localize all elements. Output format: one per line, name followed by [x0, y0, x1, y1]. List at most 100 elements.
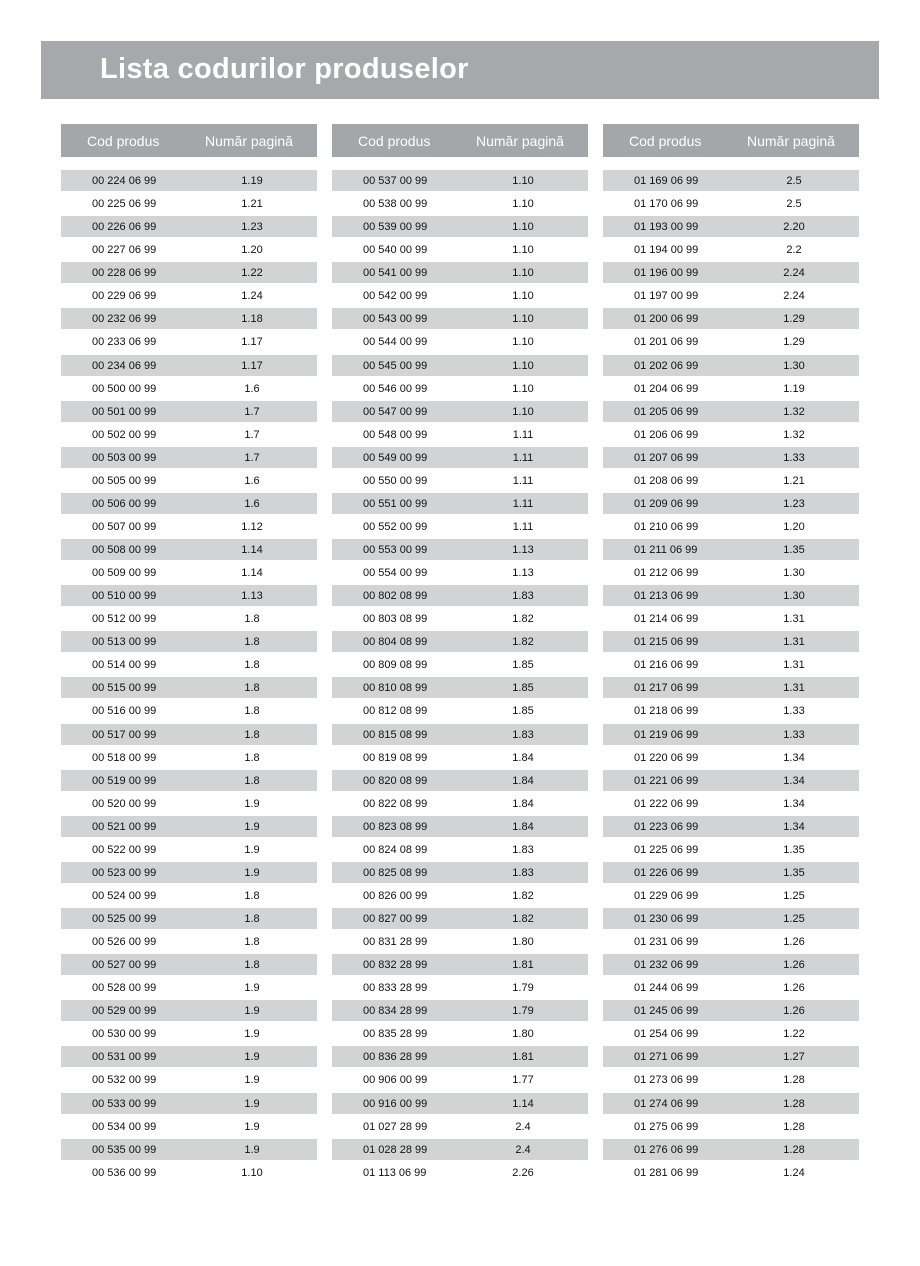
table-row: 00 536 00 99 1.10 — [61, 1162, 317, 1185]
page-number: 2.4 — [515, 1120, 531, 1133]
table-row: 01 230 06 99 1.25 — [603, 908, 859, 931]
product-code: 00 518 00 99 — [92, 751, 157, 764]
table-row: 00 530 00 99 1.9 — [61, 1023, 317, 1046]
page-number: 1.8 — [244, 936, 260, 949]
table-row: 01 219 06 99 1.33 — [603, 723, 859, 747]
page-number: 1.14 — [512, 1097, 534, 1110]
table-row: 00 834 28 99 1.79 — [332, 1000, 588, 1023]
table-row: 00 539 00 99 1.10 — [332, 216, 588, 239]
page-number: 1.25 — [783, 913, 805, 925]
page-number: 1.10 — [512, 175, 534, 187]
product-code: 00 537 00 99 — [363, 175, 428, 187]
page-number: 1.9 — [244, 797, 260, 810]
page-number: 1.8 — [244, 705, 260, 718]
table-row: 01 201 06 99 1.29 — [603, 331, 859, 354]
product-code: 00 809 08 99 — [363, 659, 428, 672]
product-code: 01 197 00 99 — [634, 290, 699, 303]
header-code: Cod produs — [87, 133, 160, 149]
table-group-3: Cod produs Număr pagină 01 169 06 99 2.5 01 … — [603, 124, 859, 1185]
product-code: 00 546 00 99 — [363, 382, 428, 395]
table-row: 01 193 00 99 2.20 — [603, 216, 859, 239]
product-code: 01 207 06 99 — [634, 451, 699, 464]
table-row: 01 221 06 99 1.34 — [603, 769, 859, 793]
table-row: 01 222 06 99 1.34 — [603, 793, 859, 816]
page-number: 1.8 — [244, 682, 260, 695]
product-code: 00 822 08 99 — [363, 797, 428, 810]
product-code: 01 271 06 99 — [634, 1051, 699, 1064]
page-number: 1.11 — [512, 428, 534, 441]
page-number: 1.26 — [783, 1005, 805, 1018]
product-code: 00 832 28 99 — [363, 959, 428, 972]
table-row: 00 533 00 99 1.9 — [61, 1092, 317, 1116]
product-code: 00 533 00 99 — [92, 1097, 157, 1110]
product-code: 01 202 06 99 — [634, 359, 699, 372]
page-number: 1.22 — [783, 1028, 805, 1041]
page-number: 1.83 — [512, 866, 534, 879]
product-code: 00 538 00 99 — [363, 198, 428, 211]
product-code: 01 170 06 99 — [634, 198, 699, 211]
table-row: 01 216 06 99 1.31 — [603, 654, 859, 677]
product-code: 01 113 06 99 — [363, 1166, 427, 1179]
product-code: 00 803 08 99 — [363, 613, 428, 626]
page-number: 1.35 — [783, 866, 805, 879]
table-row: 00 820 08 99 1.84 — [332, 769, 588, 793]
page-number: 1.7 — [244, 428, 260, 441]
table-row: 01 028 28 99 2.4 — [332, 1138, 588, 1162]
table-row: 00 810 08 99 1.85 — [332, 677, 588, 700]
table-row: 01 231 06 99 1.26 — [603, 931, 859, 954]
page-number: 1.9 — [244, 1097, 260, 1110]
table-row: 00 537 00 99 1.10 — [332, 170, 588, 193]
product-code: 01 281 06 99 — [634, 1166, 699, 1179]
page-number: 1.80 — [512, 936, 534, 949]
table-row: 00 542 00 99 1.10 — [332, 285, 588, 308]
page-number: 1.8 — [244, 659, 260, 672]
page-number: 1.6 — [244, 474, 260, 487]
product-code: 01 274 06 99 — [634, 1097, 699, 1110]
product-code: 00 531 00 99 — [92, 1051, 157, 1064]
table-row: 01 254 06 99 1.22 — [603, 1023, 859, 1046]
page-number: 2.20 — [783, 221, 805, 234]
table-row: 01 170 06 99 2.5 — [603, 193, 859, 216]
table-row: 00 540 00 99 1.10 — [332, 239, 588, 262]
page-number: 1.13 — [241, 590, 263, 603]
page-number: 1.8 — [244, 613, 260, 626]
product-code: 01 204 06 99 — [634, 382, 699, 395]
table-row: 01 275 06 99 1.28 — [603, 1116, 859, 1139]
product-code: 00 521 00 99 — [92, 820, 157, 833]
table-row: 00 524 00 99 1.8 — [61, 885, 317, 908]
table-row: 01 208 06 99 1.21 — [603, 470, 859, 493]
product-code: 01 254 06 99 — [634, 1028, 699, 1041]
product-code: 00 815 08 99 — [363, 728, 428, 741]
page-number: 1.17 — [241, 359, 263, 372]
product-code: 00 916 00 99 — [363, 1097, 428, 1110]
product-code: 00 534 00 99 — [92, 1120, 157, 1133]
product-code: 00 225 06 99 — [92, 198, 157, 211]
table-row: 00 547 00 99 1.10 — [332, 400, 588, 424]
product-code: 00 502 00 99 — [92, 428, 157, 441]
product-code: 00 906 00 99 — [363, 1074, 428, 1087]
page-number: 1.85 — [512, 705, 534, 718]
product-code: 00 554 00 99 — [363, 567, 428, 580]
table-row: 00 802 08 99 1.83 — [332, 585, 588, 608]
product-code: 01 206 06 99 — [634, 428, 699, 441]
page-number: 1.11 — [512, 497, 534, 510]
product-code: 00 541 00 99 — [363, 267, 428, 280]
page-number: 1.82 — [512, 913, 534, 925]
page-number: 1.31 — [783, 682, 805, 695]
page-number: 1.77 — [512, 1074, 534, 1087]
page-number: 1.9 — [244, 1143, 260, 1156]
page-number: 1.84 — [512, 820, 534, 833]
page-title: Lista codurilor produselor — [100, 53, 469, 85]
product-code: 00 530 00 99 — [92, 1028, 157, 1041]
table-row: 00 823 08 99 1.84 — [332, 815, 588, 839]
table-row: 01 276 06 99 1.28 — [603, 1138, 859, 1162]
table-row: 00 833 28 99 1.79 — [332, 977, 588, 1000]
page-number: 1.13 — [512, 567, 534, 580]
product-code: 00 501 00 99 — [92, 405, 157, 418]
table-row: 01 220 06 99 1.34 — [603, 747, 859, 770]
page-number: 1.9 — [244, 866, 260, 879]
table-row: 00 906 00 99 1.77 — [332, 1069, 588, 1092]
product-code: 01 219 06 99 — [634, 728, 699, 741]
product-code: 00 526 00 99 — [92, 936, 157, 949]
table-row: 01 245 06 99 1.26 — [603, 1000, 859, 1023]
